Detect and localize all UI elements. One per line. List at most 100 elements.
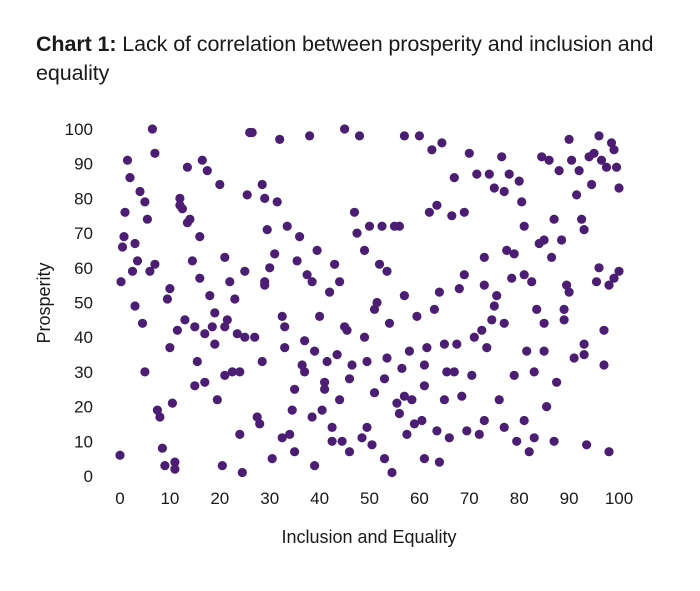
scatter-point (519, 415, 529, 426)
scatter-point (275, 134, 285, 144)
scatter-point (479, 415, 489, 426)
scatter-point (417, 415, 427, 426)
scatter-point (567, 155, 577, 165)
scatter-point (482, 343, 492, 353)
scatter-point (529, 367, 539, 377)
scatter-point (419, 360, 429, 370)
scatter-point (459, 270, 469, 280)
scatter-point (489, 301, 499, 311)
scatter-point (579, 350, 589, 360)
scatter-point (547, 252, 557, 262)
scatter-point (524, 447, 534, 457)
scatter-point (192, 356, 202, 367)
scatter-point (270, 249, 280, 259)
scatter-point (190, 381, 200, 391)
scatter-point (509, 370, 519, 380)
scatter-point (160, 461, 170, 471)
scatter-point (297, 360, 307, 370)
scatter-point (225, 277, 235, 287)
scatter-point (499, 186, 509, 197)
scatter-point (559, 315, 569, 325)
scatter-point (175, 193, 185, 203)
scatter-point (285, 429, 295, 439)
scatter-point (125, 173, 135, 183)
scatter-point (212, 395, 222, 405)
scatter-point (529, 433, 539, 443)
y-tick-label: 0 (84, 467, 93, 486)
scatter-point (220, 252, 230, 262)
scatter-point (409, 419, 419, 429)
scatter-point (564, 287, 574, 297)
scatter-point (172, 325, 182, 335)
scatter-point (237, 467, 247, 478)
scatter-point (459, 207, 469, 217)
scatter-point (320, 377, 330, 387)
x-tick-label: 0 (115, 489, 124, 508)
scatter-point (577, 214, 587, 224)
scatter-point (290, 384, 300, 394)
scatter-point (539, 318, 549, 328)
scatter-point (327, 436, 337, 446)
scatter-point (359, 332, 370, 342)
scatter-point (489, 183, 499, 193)
y-tick-label: 100 (65, 120, 93, 139)
scatter-point (522, 346, 532, 356)
scatter-point (200, 329, 210, 339)
scatter-point (265, 263, 275, 273)
scatter-point (539, 346, 549, 356)
scatter-point (340, 124, 350, 134)
scatter-point (307, 412, 317, 422)
scatter-point (215, 179, 225, 190)
chart-title: Chart 1: Lack of correlation between pro… (36, 30, 656, 88)
scatter-point (300, 367, 310, 377)
scatter-point (135, 186, 145, 197)
scatter-point (487, 315, 497, 325)
scatter-point (549, 214, 559, 224)
scatter-point (130, 238, 140, 249)
scatter-point (190, 322, 200, 332)
scatter-point (509, 249, 519, 259)
scatter-point (352, 228, 362, 238)
y-tick-label: 50 (74, 294, 93, 313)
scatter-point (207, 322, 217, 332)
y-tick-label: 20 (74, 398, 93, 417)
scatter-point (232, 329, 242, 339)
scatter-point (479, 252, 489, 262)
scatter-point (137, 318, 148, 328)
scatter-point (257, 179, 267, 190)
scatter-point (235, 429, 245, 439)
scatter-point (402, 429, 412, 439)
scatter-point (335, 277, 345, 287)
scatter-point (165, 343, 175, 353)
scatter-point (439, 339, 449, 349)
scatter-point (379, 374, 390, 384)
scatter-point (197, 155, 207, 165)
scatter-point (479, 280, 489, 290)
scatter-point (579, 225, 589, 235)
scatter-point (195, 232, 205, 242)
scatter-point (222, 315, 232, 325)
scatter-point (507, 273, 517, 283)
scatter-point (532, 304, 542, 314)
scatter-point (439, 395, 449, 405)
scatter-point (582, 440, 592, 450)
scatter-point (392, 398, 402, 408)
scatter-point (220, 370, 230, 380)
scatter-point (142, 214, 152, 224)
y-axis-label: Prosperity (34, 262, 54, 343)
scatter-point (130, 301, 140, 311)
scatter-point (514, 176, 524, 186)
scatter-point (250, 332, 260, 342)
scatter-point (312, 245, 322, 255)
scatter-point (119, 232, 129, 242)
x-tick-label: 50 (360, 489, 379, 508)
scatter-point (467, 370, 477, 380)
scatter-point (240, 266, 250, 276)
scatter-point (230, 294, 240, 304)
scatter-points (115, 124, 624, 478)
scatter-point (372, 297, 382, 308)
scatter-point (464, 148, 474, 158)
scatter-point (180, 315, 190, 325)
x-tick-label: 100 (605, 489, 633, 508)
